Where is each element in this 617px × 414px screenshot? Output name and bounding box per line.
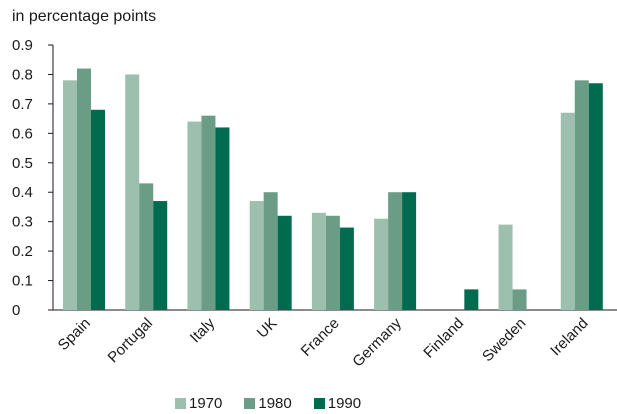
bar-sweden-1980 <box>512 289 527 310</box>
bar-france-1980 <box>325 215 340 310</box>
y-tick-label: 0.9 <box>12 37 33 54</box>
legend-label-1990: 1990 <box>327 395 362 412</box>
y-tick-label: 0.4 <box>12 184 33 201</box>
bar-germany-1990 <box>402 192 417 310</box>
legend-item-1990: 1990 <box>313 395 362 412</box>
legend-swatch-1970 <box>175 398 186 409</box>
bar-finland-1990 <box>464 289 479 310</box>
bar-spain-1970 <box>63 80 77 310</box>
y-tick-label: 0.6 <box>12 125 33 142</box>
x-tick-label-sweden: Sweden <box>479 315 529 365</box>
bar-france-1990 <box>339 227 354 310</box>
legend-item-1970: 1970 <box>175 395 222 412</box>
bar-ireland-1980 <box>574 80 589 310</box>
legend-label-1980: 1980 <box>258 395 292 412</box>
bar-ireland-1970 <box>560 112 575 310</box>
y-tick-label: 0.7 <box>12 96 33 113</box>
y-axis-unit-label: in percentage points <box>12 8 157 25</box>
legend-item-1980: 1980 <box>244 395 292 412</box>
x-tick-label-germany: Germany <box>349 314 405 370</box>
bar-portugal-1980 <box>139 183 154 310</box>
y-tick-label: 0.3 <box>12 214 33 231</box>
legend-label-1970: 1970 <box>189 395 223 412</box>
bar-germany-1970 <box>374 218 389 310</box>
x-tick-label-finland: Finland <box>420 315 467 362</box>
x-tick-label-uk: UK <box>254 315 281 342</box>
x-tick-label-ireland: Ireland <box>547 315 591 359</box>
bar-ireland-1990 <box>588 83 603 311</box>
bar-uk-1970 <box>249 201 264 310</box>
bar-chart: 0 0.1 0.2 0.3 0.4 0.5 0.6 0.7 0.8 0.9 Spain Portuga… <box>12 37 617 370</box>
y-tick-label: 0 <box>12 302 20 319</box>
bar-italy-1990 <box>215 127 230 310</box>
bar-portugal-1990 <box>153 201 168 310</box>
bar-italy-1980 <box>201 115 216 311</box>
bar-spain-1990 <box>91 109 105 311</box>
x-tick-label-spain: Spain <box>55 315 94 354</box>
y-tick-label: 0.5 <box>12 155 33 172</box>
x-tick-label-portugal: Portugal <box>105 315 157 367</box>
bar-italy-1970 <box>187 121 202 310</box>
y-tick-label: 0.8 <box>12 66 33 83</box>
bar-portugal-1970 <box>125 74 140 310</box>
bar-spain-1980 <box>77 68 91 310</box>
bar-france-1970 <box>311 212 326 310</box>
legend-swatch-1980 <box>244 398 256 409</box>
y-tick-label: 0.2 <box>12 243 33 260</box>
legend-swatch-1990 <box>313 398 325 409</box>
y-tick-label: 0.1 <box>12 273 33 290</box>
bar-sweden-1970 <box>498 224 513 310</box>
x-tick-label-italy: Italy <box>187 314 219 346</box>
bar-uk-1980 <box>263 192 278 310</box>
bar-uk-1990 <box>277 215 292 310</box>
x-tick-label-france: France <box>298 315 343 360</box>
bar-germany-1980 <box>388 192 403 310</box>
legend: 1970 1980 1990 <box>175 395 361 412</box>
